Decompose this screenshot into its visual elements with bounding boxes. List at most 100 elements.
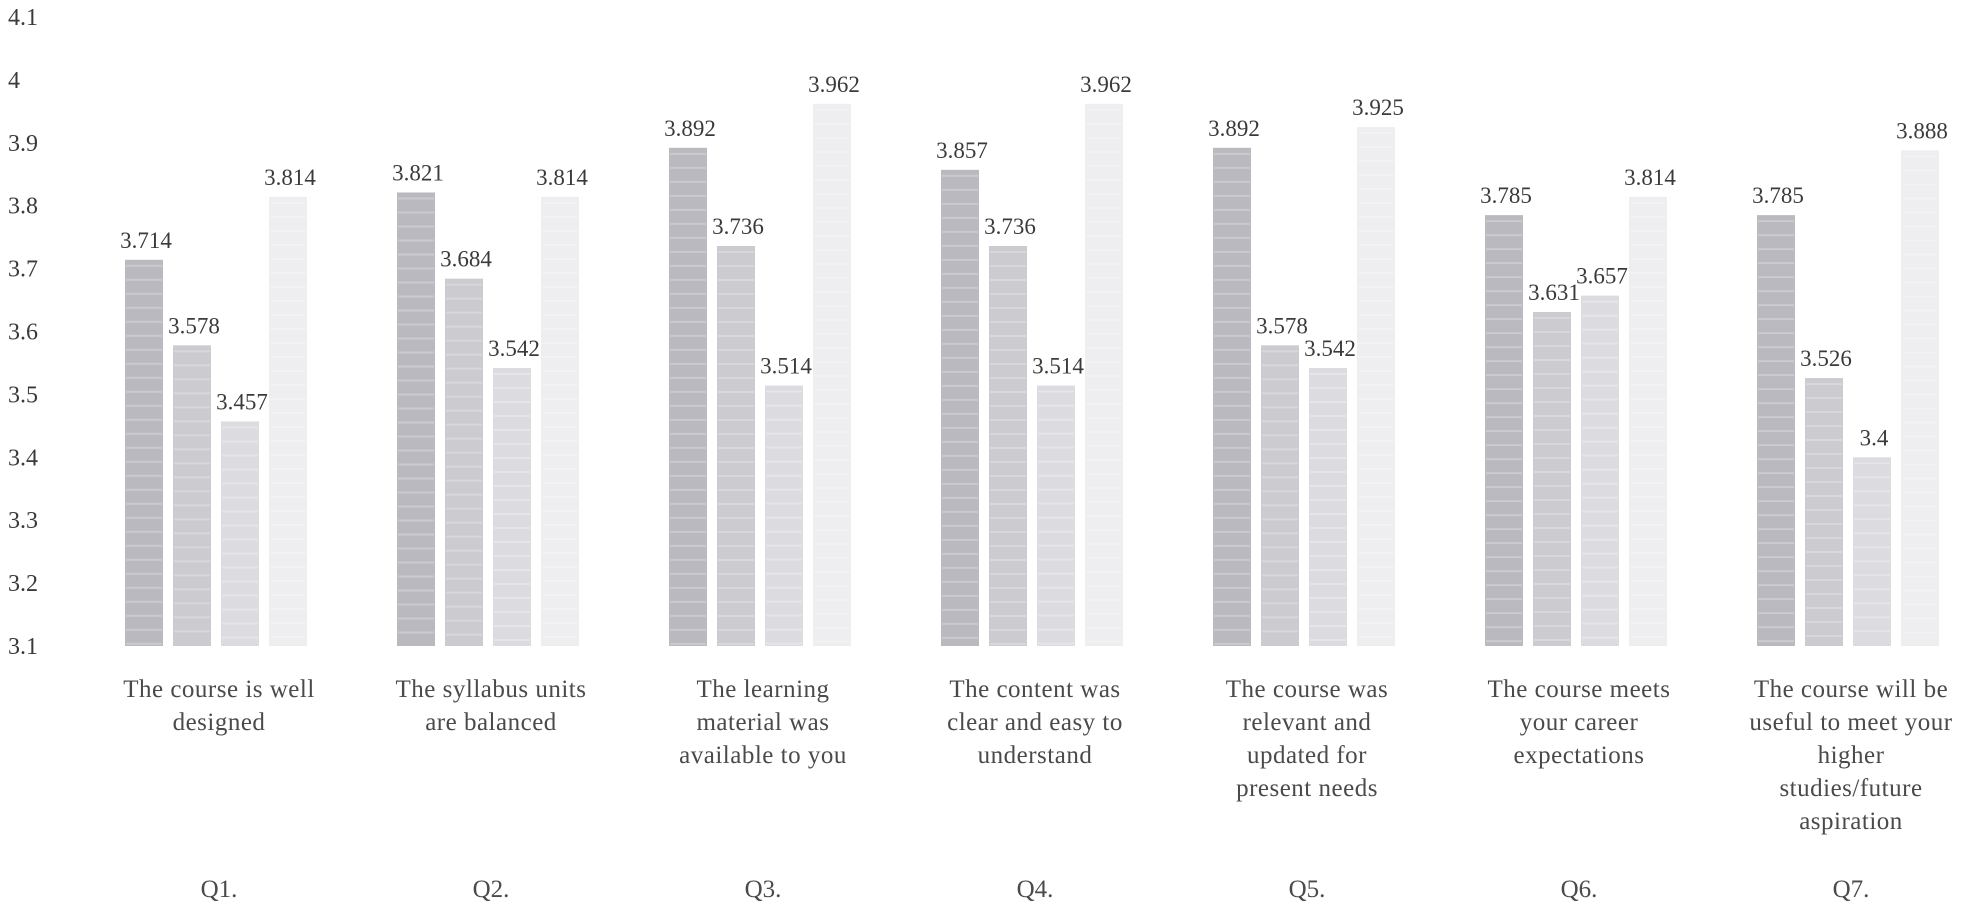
y-tick-label: 4 bbox=[8, 68, 20, 94]
value-label: 3.526 bbox=[1800, 346, 1852, 371]
bar-q3-s2 bbox=[717, 245, 755, 646]
y-tick-label: 3.1 bbox=[8, 634, 38, 660]
question-id-label: Q7. bbox=[1833, 876, 1870, 903]
bar-q4-s3 bbox=[1037, 385, 1075, 646]
value-label: 3.892 bbox=[664, 116, 716, 141]
value-label: 3.962 bbox=[808, 72, 860, 97]
bar-q4-s2 bbox=[989, 245, 1027, 646]
y-tick-label: 3.5 bbox=[8, 382, 38, 408]
bar-q4-s1 bbox=[941, 169, 979, 647]
value-label: 3.514 bbox=[760, 354, 812, 379]
value-label: 3.736 bbox=[712, 214, 764, 239]
bar-q2-s4 bbox=[541, 196, 579, 647]
bar-q1-s2 bbox=[173, 345, 211, 646]
value-label: 3.542 bbox=[1304, 336, 1356, 361]
question-id-label: Q3. bbox=[745, 876, 782, 903]
value-label: 3.657 bbox=[1576, 264, 1628, 289]
y-tick-label: 3.6 bbox=[8, 320, 38, 346]
bar-q6-s2 bbox=[1533, 312, 1571, 646]
category-label-line: clear and easy to bbox=[947, 709, 1123, 736]
value-label: 3.714 bbox=[120, 228, 172, 253]
value-label: 3.857 bbox=[936, 138, 988, 163]
bar-q4-s4 bbox=[1085, 103, 1123, 646]
category-label-line: updated for bbox=[1247, 742, 1367, 769]
category-label-line: useful to meet your bbox=[1749, 709, 1952, 736]
bar-q5-s1 bbox=[1213, 147, 1251, 646]
category-label-line: aspiration bbox=[1799, 808, 1903, 835]
value-label: 3.814 bbox=[264, 165, 316, 190]
y-tick-label: 3.4 bbox=[8, 445, 38, 471]
bar-q1-s3 bbox=[221, 421, 259, 646]
value-label: 3.814 bbox=[1624, 165, 1676, 190]
bar-q7-s2 bbox=[1805, 378, 1843, 646]
bar-q3-s1 bbox=[669, 147, 707, 646]
category-label-line: relevant and bbox=[1243, 709, 1372, 736]
question-id-label: Q2. bbox=[473, 876, 510, 903]
value-label: 3.631 bbox=[1528, 280, 1580, 305]
category-label-line: expectations bbox=[1514, 742, 1645, 769]
bar-q7-s1 bbox=[1757, 215, 1795, 646]
category-labels: The course is well designed The syllabus u… bbox=[123, 676, 1952, 835]
category-label-line: material was bbox=[696, 709, 829, 736]
category-label-line: available to you bbox=[679, 742, 847, 769]
bar-q7-s4 bbox=[1901, 150, 1939, 646]
category-label-line: present needs bbox=[1236, 775, 1378, 802]
value-label: 3.892 bbox=[1208, 116, 1260, 141]
value-label: 3.736 bbox=[984, 214, 1036, 239]
value-label: 3.578 bbox=[1256, 313, 1308, 338]
category-label-line: The content was bbox=[949, 676, 1120, 703]
bar-q6-s4 bbox=[1629, 196, 1667, 647]
category-label-line: The course will be bbox=[1754, 676, 1948, 703]
y-axis: 3.1 3.2 3.3 3.4 3.5 3.6 3.7 3.8 3.9 4 4.1 bbox=[8, 5, 38, 660]
category-label-line: your career bbox=[1520, 709, 1639, 736]
bar-q7-s3 bbox=[1853, 457, 1891, 646]
value-label: 3.925 bbox=[1352, 95, 1404, 120]
bar-q1-s4 bbox=[269, 196, 307, 647]
category-label-line: designed bbox=[173, 709, 266, 736]
y-tick-label: 3.8 bbox=[8, 194, 38, 220]
value-label: 3.542 bbox=[488, 336, 540, 361]
bar-q5-s3 bbox=[1309, 367, 1347, 646]
category-label-line: The course meets bbox=[1488, 676, 1671, 703]
value-label: 3.4 bbox=[1860, 425, 1889, 450]
value-label: 3.578 bbox=[168, 313, 220, 338]
value-label: 3.785 bbox=[1752, 183, 1804, 208]
bar-q5-s4 bbox=[1357, 127, 1395, 646]
bar-q6-s3 bbox=[1581, 295, 1619, 646]
category-label-line: studies/future bbox=[1779, 775, 1922, 802]
y-tick-label: 3.9 bbox=[8, 131, 38, 157]
value-label: 3.888 bbox=[1896, 118, 1948, 143]
bar-q5-s2 bbox=[1261, 345, 1299, 646]
question-id-label: Q4. bbox=[1017, 876, 1054, 903]
y-tick-label: 3.7 bbox=[8, 257, 38, 283]
category-label-line: The syllabus units bbox=[396, 676, 587, 703]
category-label-line: The learning bbox=[696, 676, 829, 703]
bar-q3-s4 bbox=[813, 103, 851, 646]
bar-q2-s3 bbox=[493, 367, 531, 646]
bar-q2-s2 bbox=[445, 278, 483, 646]
category-label-line: higher bbox=[1818, 742, 1885, 769]
value-label: 3.785 bbox=[1480, 183, 1532, 208]
value-label: 3.684 bbox=[440, 247, 492, 272]
y-tick-label: 4.1 bbox=[8, 5, 38, 31]
bar-q6-s1 bbox=[1485, 215, 1523, 646]
value-label: 3.821 bbox=[392, 160, 444, 185]
value-label: 3.814 bbox=[536, 165, 588, 190]
question-id-label: Q1. bbox=[201, 876, 238, 903]
bar-q2-s1 bbox=[397, 192, 435, 646]
bar-q1-s1 bbox=[125, 259, 163, 646]
bars bbox=[125, 103, 1939, 647]
value-label: 3.962 bbox=[1080, 72, 1132, 97]
y-tick-label: 3.2 bbox=[8, 571, 38, 597]
category-label-line: understand bbox=[978, 742, 1093, 769]
category-label-line: are balanced bbox=[425, 709, 557, 736]
bar-q3-s3 bbox=[765, 385, 803, 646]
question-id-label: Q6. bbox=[1561, 876, 1598, 903]
category-label-line: The course is well bbox=[123, 676, 315, 703]
y-tick-label: 3.3 bbox=[8, 508, 38, 534]
question-labels: Q1. Q2. Q3. Q4. Q5. Q6. Q7. bbox=[201, 876, 1870, 903]
value-label: 3.514 bbox=[1032, 354, 1084, 379]
value-label: 3.457 bbox=[216, 389, 268, 414]
category-label-line: The course was bbox=[1226, 676, 1389, 703]
